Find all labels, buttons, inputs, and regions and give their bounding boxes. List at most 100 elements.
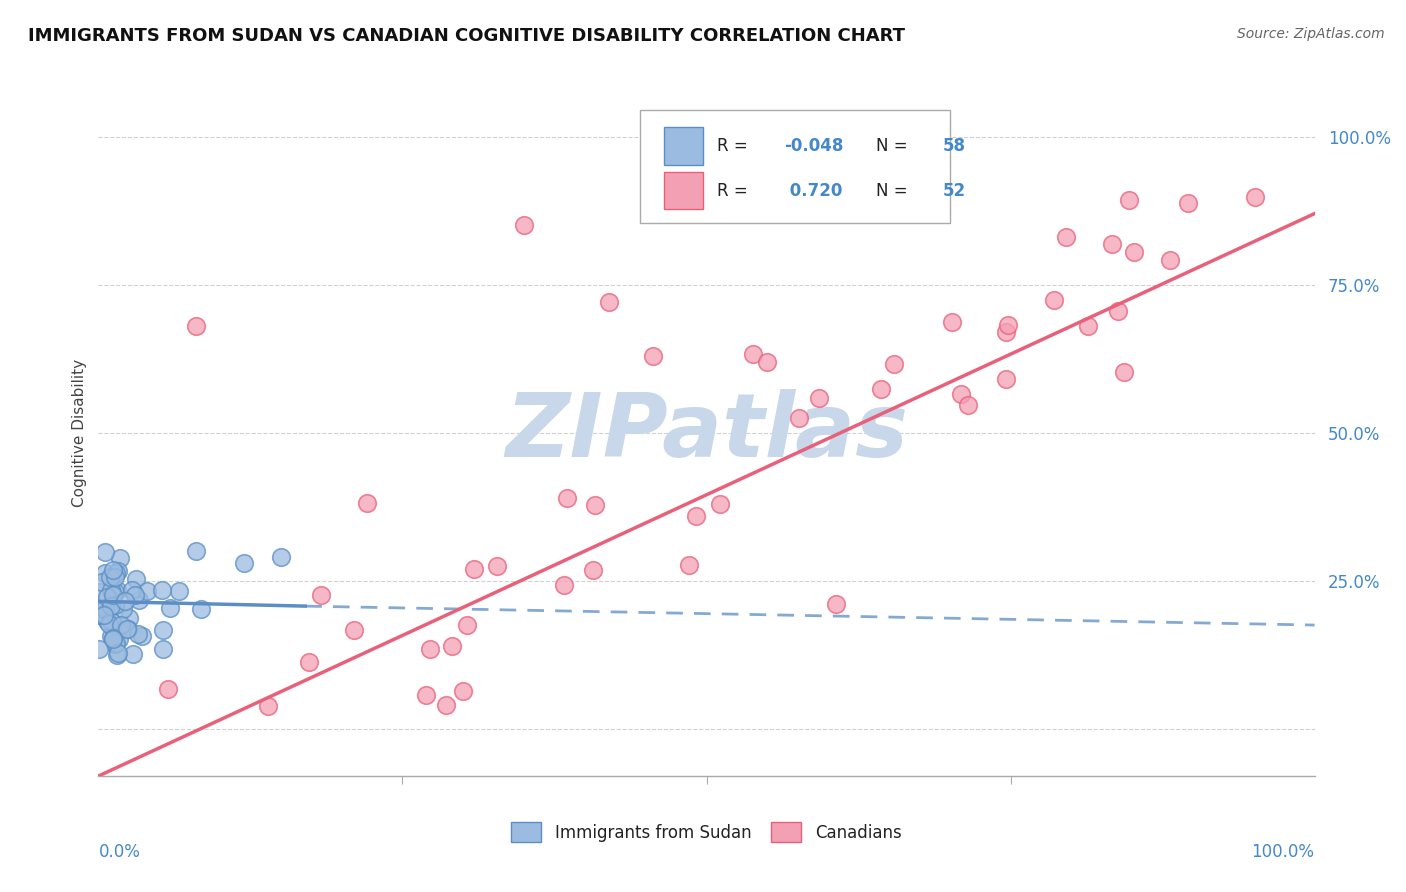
Point xyxy=(883,357,905,371)
Point xyxy=(157,682,180,697)
Text: 0.0%: 0.0% xyxy=(98,843,141,861)
Point xyxy=(825,597,848,611)
Y-axis label: Cognitive Disability: Cognitive Disability xyxy=(72,359,87,507)
Point xyxy=(451,683,474,698)
FancyBboxPatch shape xyxy=(640,110,950,223)
Point xyxy=(127,626,149,640)
FancyBboxPatch shape xyxy=(664,127,703,165)
Point xyxy=(107,646,129,660)
Text: 58: 58 xyxy=(942,136,966,155)
Point xyxy=(1118,193,1140,207)
Point xyxy=(1077,319,1099,334)
Point xyxy=(101,631,124,645)
Point xyxy=(1112,365,1135,379)
Text: R =: R = xyxy=(717,181,754,200)
Point xyxy=(434,698,457,712)
Point xyxy=(150,582,173,597)
Point xyxy=(100,599,122,613)
Point xyxy=(190,602,212,616)
Point xyxy=(90,608,112,623)
Point xyxy=(105,636,128,650)
Point xyxy=(1159,252,1181,267)
Point xyxy=(513,219,536,233)
Point xyxy=(104,570,127,584)
Point xyxy=(114,594,136,608)
Point xyxy=(233,556,256,570)
Point xyxy=(709,497,731,511)
Point xyxy=(941,315,963,329)
Point xyxy=(807,391,830,405)
Point xyxy=(125,814,148,828)
Point xyxy=(117,622,139,636)
Point xyxy=(152,642,174,657)
Point xyxy=(342,623,364,637)
Text: 100.0%: 100.0% xyxy=(1251,843,1315,861)
Point xyxy=(124,572,146,586)
Point xyxy=(950,387,973,401)
Legend: Immigrants from Sudan, Canadians: Immigrants from Sudan, Canadians xyxy=(506,817,907,847)
Point xyxy=(89,584,111,599)
Point xyxy=(98,570,121,584)
Point xyxy=(96,614,118,628)
Point xyxy=(415,688,437,702)
Point xyxy=(1043,293,1066,308)
Point xyxy=(1101,236,1123,251)
Point xyxy=(995,372,1018,386)
Point xyxy=(685,509,707,524)
Point xyxy=(583,498,606,512)
Point xyxy=(994,325,1017,339)
Point xyxy=(108,550,131,565)
Point xyxy=(101,588,124,602)
Text: R =: R = xyxy=(717,136,754,155)
Point xyxy=(463,562,485,576)
Point xyxy=(108,632,131,646)
Text: Source: ZipAtlas.com: Source: ZipAtlas.com xyxy=(1237,27,1385,41)
Text: N =: N = xyxy=(876,181,912,200)
Point xyxy=(167,583,190,598)
Point xyxy=(485,559,508,574)
Point xyxy=(756,354,779,368)
Point xyxy=(94,602,117,616)
Point xyxy=(105,582,128,597)
Text: IMMIGRANTS FROM SUDAN VS CANADIAN COGNITIVE DISABILITY CORRELATION CHART: IMMIGRANTS FROM SUDAN VS CANADIAN COGNIT… xyxy=(28,27,905,45)
Point xyxy=(103,563,125,577)
Point xyxy=(598,295,620,310)
Point xyxy=(356,495,378,509)
Point xyxy=(678,558,700,573)
Point xyxy=(270,549,292,564)
Text: 0.720: 0.720 xyxy=(785,181,842,200)
Point xyxy=(1177,196,1199,211)
Point xyxy=(741,347,763,361)
Point xyxy=(96,602,118,616)
Point xyxy=(104,585,127,599)
Point xyxy=(131,628,153,642)
Point xyxy=(91,574,114,589)
Point xyxy=(553,578,575,592)
Text: -0.048: -0.048 xyxy=(785,136,844,155)
FancyBboxPatch shape xyxy=(664,171,703,210)
Point xyxy=(124,588,146,602)
Point xyxy=(1107,304,1129,318)
Point xyxy=(787,411,810,425)
Point xyxy=(101,632,124,647)
Point xyxy=(97,617,120,632)
Point xyxy=(104,566,127,581)
Point xyxy=(115,622,138,636)
Point xyxy=(555,491,578,505)
Point xyxy=(103,624,125,639)
Point xyxy=(105,648,128,663)
Point xyxy=(107,564,129,578)
Point xyxy=(93,545,115,559)
Point xyxy=(1122,244,1144,259)
Point xyxy=(297,655,319,669)
Point xyxy=(118,611,141,625)
Point xyxy=(1054,229,1077,244)
Point xyxy=(94,566,117,580)
Point xyxy=(100,582,122,597)
Point xyxy=(100,614,122,628)
Point xyxy=(96,590,118,604)
Point xyxy=(136,583,159,598)
Point xyxy=(440,639,463,653)
Point xyxy=(256,698,278,713)
Point xyxy=(89,608,111,623)
